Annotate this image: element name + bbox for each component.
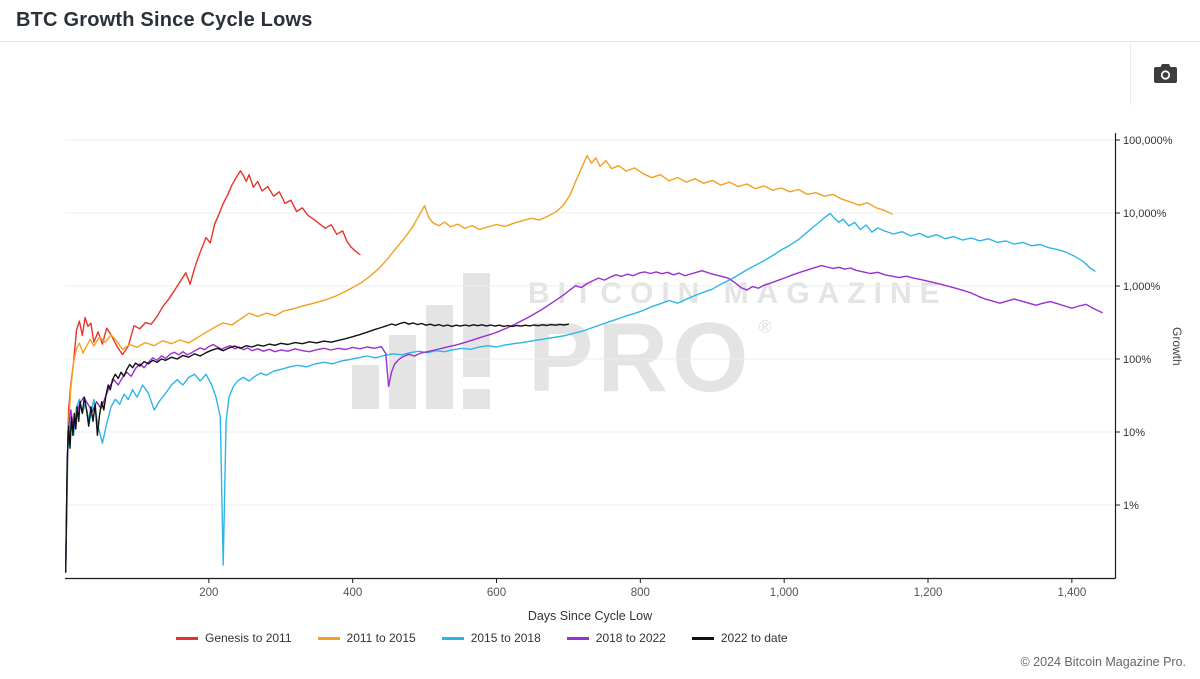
y-tick-label: 10,000% — [1123, 208, 1167, 220]
legend-label: 2015 to 2018 — [470, 631, 541, 645]
toolbar — [0, 42, 1200, 105]
x-tick-label: 1,400 — [1057, 587, 1086, 599]
x-tick-label: 1,200 — [914, 587, 943, 599]
series-line-genesis-to-2011 — [64, 169, 361, 573]
download-chart-button[interactable] — [1148, 58, 1183, 89]
plot-area[interactable]: 200 400 600 800 1,000 1,200 1,400 100,000% 10,00… — [0, 105, 1200, 679]
x-tick-label: 600 — [487, 587, 506, 599]
toolbar-right-panel — [1130, 42, 1200, 105]
chart-region: BITCOIN MAGAZINE PRO ® 200 400 600 800 1,000 1… — [0, 105, 1200, 679]
series-line-2018-to-2022 — [64, 264, 1103, 566]
legend-label: 2022 to date — [720, 631, 788, 645]
y-axis-title: Growth — [1170, 327, 1184, 366]
legend-item-genesis-to-2011[interactable]: Genesis to 2011 — [176, 631, 292, 645]
x-axis-title: Days Since Cycle Low — [527, 609, 653, 623]
legend-item-2022-to-date[interactable]: 2022 to date — [691, 631, 788, 645]
legend-label: Genesis to 2011 — [205, 631, 292, 645]
legend-swatch — [176, 636, 198, 640]
y-tick-label: 1% — [1123, 500, 1139, 512]
camera-icon — [1154, 64, 1177, 83]
x-tick-label: 800 — [631, 587, 650, 599]
legend-swatch — [691, 636, 714, 640]
legend-label: 2011 to 2015 — [346, 631, 416, 645]
series-line-2015-to-2018 — [64, 212, 1096, 573]
y-tick-label: 100% — [1123, 354, 1151, 366]
legend-swatch — [317, 636, 340, 640]
y-tick-label: 100,000% — [1123, 135, 1173, 147]
x-tick-label: 200 — [199, 587, 218, 599]
legend-swatch — [441, 636, 464, 640]
page-title: BTC Growth Since Cycle Lows — [16, 9, 313, 31]
legend-item-2015-to-2018[interactable]: 2015 to 2018 — [441, 631, 541, 645]
x-tick-label: 400 — [343, 587, 362, 599]
legend-swatch — [566, 636, 589, 640]
series-line-2022-to-date — [64, 321, 570, 573]
y-tick-label: 10% — [1123, 427, 1145, 439]
copyright-text: © 2024 Bitcoin Magazine Pro. — [1020, 655, 1186, 669]
series-line-2011-to-2015 — [64, 155, 893, 566]
legend-item-2018-to-2022[interactable]: 2018 to 2022 — [566, 631, 666, 645]
legend-item-2011-to-2015[interactable]: 2011 to 2015 — [317, 631, 416, 645]
header: BTC Growth Since Cycle Lows — [0, 0, 1200, 42]
legend-label: 2018 to 2022 — [595, 631, 666, 645]
y-tick-label: 1,000% — [1123, 281, 1161, 293]
legend: Genesis to 2011 2011 to 2015 2015 to 2018 2… — [176, 631, 788, 645]
x-tick-label: 1,000 — [770, 587, 799, 599]
